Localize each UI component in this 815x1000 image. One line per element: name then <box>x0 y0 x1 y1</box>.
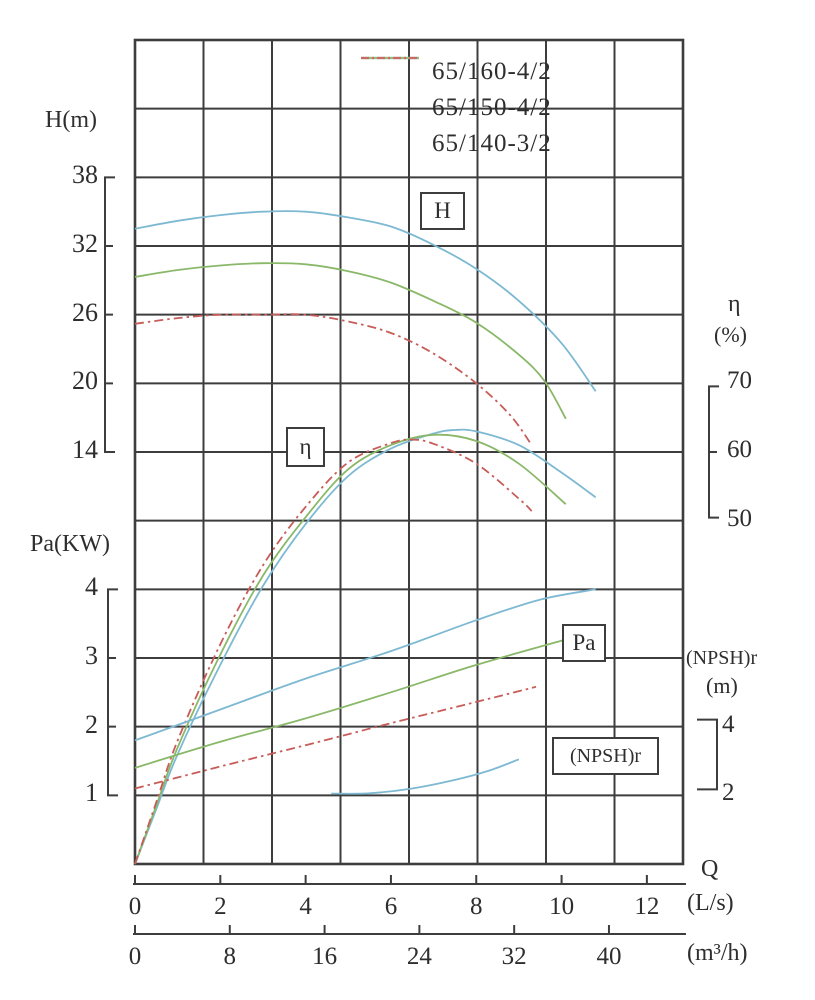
H-curve-65/160-4/2 <box>134 210 597 392</box>
H-curve-65/150-4/2 <box>134 262 567 420</box>
eta-tick-60: 60 <box>727 436 752 463</box>
h-tick-14: 14 <box>72 435 98 464</box>
legend-line-swatch <box>360 56 420 112</box>
q-ls-tick-2: 2 <box>214 893 227 920</box>
q-ls-tick-0: 0 <box>128 893 142 920</box>
legend: 65/160-4/2 65/150-4/2 65/140-3/2 <box>360 54 552 162</box>
q-m3h-tick-8: 8 <box>223 943 237 970</box>
pa-tick-3: 3 <box>85 641 98 670</box>
legend-item-2: 65/140-3/2 <box>360 56 552 162</box>
h-tick-38: 38 <box>72 160 98 190</box>
q-m3h-tick-24: 24 <box>406 943 432 970</box>
h-tick-32: 32 <box>72 229 98 258</box>
eta-axis-bracket <box>708 385 719 519</box>
npsh-axis-title: (NPSH)r <box>686 647 758 669</box>
q-m3h-tick-0: 0 <box>128 943 142 970</box>
plot-border <box>133 38 685 866</box>
eta-tick-50: 50 <box>727 504 752 532</box>
npsh-axis-bracket <box>697 718 718 791</box>
q-ls-tick-4: 4 <box>299 893 312 920</box>
Pa-curve-65/140-3/2 <box>134 685 537 790</box>
eta-tick-70: 70 <box>727 367 752 395</box>
legend-label: 65/150-4/2 <box>432 94 552 121</box>
h-tick-26: 26 <box>72 297 98 327</box>
pa-tick-4: 4 <box>85 572 98 602</box>
pa-tick-1: 1 <box>85 778 98 808</box>
h-curve-tag: H <box>420 192 465 230</box>
npsh-tick-2: 2 <box>722 779 735 807</box>
q-m3h-tick-16: 16 <box>312 943 338 970</box>
npsh-axis-unit: (m) <box>706 673 738 698</box>
eta-curve-tag: η <box>286 427 325 467</box>
Pa-curve-65/150-4/2 <box>134 638 567 769</box>
legend-item-1: 65/150-4/2 <box>360 56 552 126</box>
h-axis-title: H(m) <box>45 107 97 133</box>
pa-axis-bracket <box>107 588 118 797</box>
q-ls-tick-10: 10 <box>549 893 575 920</box>
legend-line-swatch <box>360 56 420 148</box>
h-axis-bracket <box>104 176 115 453</box>
pa-curve-tag: Pa <box>562 624 606 662</box>
legend-label: 65/160-4/2 <box>432 58 552 85</box>
eta-curve-65/150-4/2 <box>134 433 567 865</box>
npsh-tick-4: 4 <box>722 710 735 738</box>
npsh-curve-65/160-4/2 <box>331 758 520 795</box>
q-m3h-tick-32: 32 <box>501 943 527 970</box>
H-curve-65/140-3/2 <box>134 313 533 446</box>
legend-label: 65/140-3/2 <box>432 130 552 157</box>
eta-curve-65/160-4/2 <box>134 428 597 865</box>
q-ls-tick-12: 12 <box>634 893 660 920</box>
pa-axis-title: Pa(KW) <box>30 531 110 557</box>
q-axis-title: Q <box>701 856 719 882</box>
q-ls-tick-8: 8 <box>470 893 483 920</box>
eta-curve-65/140-3/2 <box>134 438 533 865</box>
q-ls-tick-6: 6 <box>384 893 398 920</box>
q-axis-unit-ls: (L/s) <box>687 890 734 916</box>
eta-axis-title: η <box>728 291 741 317</box>
pa-tick-2: 2 <box>85 709 98 739</box>
eta-axis-unit: (%) <box>714 322 747 347</box>
h-tick-20: 20 <box>72 366 98 396</box>
Pa-curve-65/160-4/2 <box>134 588 596 742</box>
npsh-curve-tag: (NPSH)r <box>552 737 659 775</box>
legend-line-swatch <box>360 56 420 76</box>
q-m3h-tick-40: 40 <box>596 943 622 970</box>
q-axis-unit-m3h: (m³/h) <box>687 940 748 966</box>
